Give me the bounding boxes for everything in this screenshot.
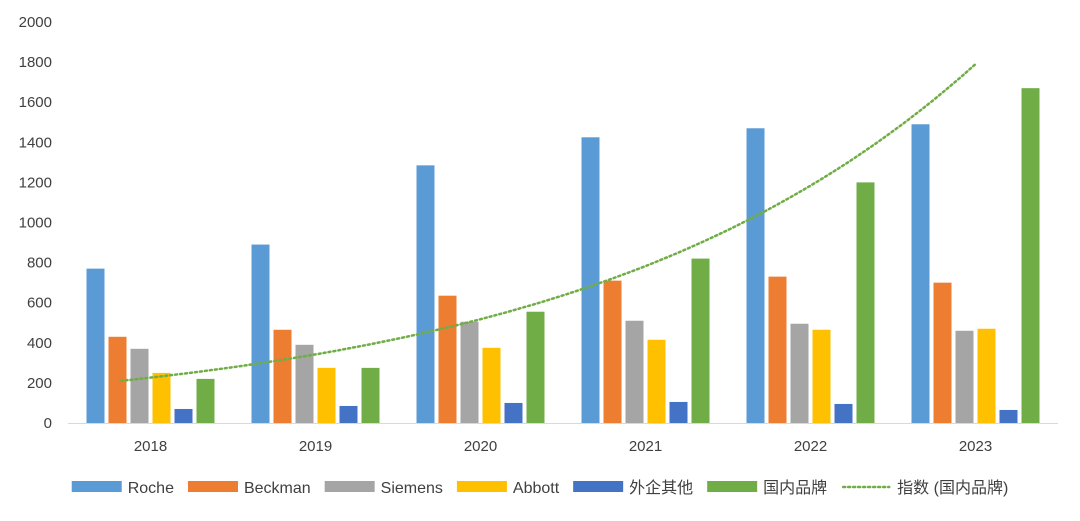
trendline xyxy=(119,62,977,383)
bar-Roche-2021 xyxy=(581,137,600,423)
bar-Beckman-2021 xyxy=(603,280,622,423)
bar-外企其他-2020 xyxy=(504,402,523,423)
x-tick-label: 2022 xyxy=(794,438,827,455)
bar-国内品牌-2020 xyxy=(526,311,545,423)
bar-Abbott-2020 xyxy=(482,347,501,423)
bar-国内品牌-2019 xyxy=(361,367,380,423)
bar-外企其他-2019 xyxy=(339,405,358,423)
bar-Abbott-2021 xyxy=(647,339,666,423)
x-tick-label: 2018 xyxy=(134,438,167,455)
bar-Roche-2022 xyxy=(746,128,765,423)
y-tick-label: 2000 xyxy=(19,14,52,31)
bars-group xyxy=(86,88,1040,424)
legend-label: Roche xyxy=(128,480,174,497)
legend-label: 国内品牌 xyxy=(763,479,827,497)
bar-Roche-2019 xyxy=(251,244,270,423)
x-axis: 2018 2019 2020 2021 2022 2023 xyxy=(68,423,1058,455)
y-tick-label: 1600 xyxy=(19,94,52,111)
y-tick-label: 200 xyxy=(27,375,52,392)
bar-Beckman-2019 xyxy=(273,329,292,423)
y-axis: 0 200 400 600 800 1000 1200 1400 1600 1800 2000 xyxy=(19,14,52,432)
y-tick-label: 800 xyxy=(27,255,52,272)
bar-国内品牌-2021 xyxy=(691,258,710,423)
x-tick-label: 2021 xyxy=(629,438,662,455)
legend-swatch-Roche xyxy=(71,481,122,492)
bar-Siemens-2021 xyxy=(625,320,644,423)
y-tick-label: 400 xyxy=(27,335,52,352)
legend-label: Abbott xyxy=(513,480,560,497)
bar-Abbott-2019 xyxy=(317,367,336,423)
bar-Siemens-2019 xyxy=(295,344,314,423)
legend: Roche Beckman Siemens Abbott 外企其他 国内品牌 指数 (国内品… xyxy=(71,479,1008,497)
bar-Beckman-2023 xyxy=(933,282,952,423)
legend-swatch-国内品牌 xyxy=(707,481,758,492)
y-tick-label: 1800 xyxy=(19,54,52,71)
bar-外企其他-2021 xyxy=(669,401,688,423)
legend-label: 指数 (国内品牌) xyxy=(897,479,1008,497)
legend-label: Beckman xyxy=(244,480,311,497)
y-tick-label: 0 xyxy=(44,415,52,432)
bar-Siemens-2022 xyxy=(790,323,809,423)
trendline-group xyxy=(119,62,977,383)
y-tick-label: 600 xyxy=(27,295,52,312)
legend-swatch-Siemens xyxy=(324,481,375,492)
bar-Abbott-2022 xyxy=(812,329,831,423)
x-tick-label: 2020 xyxy=(464,438,497,455)
bar-Abbott-2023 xyxy=(977,328,996,423)
bar-国内品牌-2018 xyxy=(196,378,215,423)
x-tick-label: 2023 xyxy=(959,438,992,455)
bar-Beckman-2018 xyxy=(108,336,127,423)
y-tick-label: 1400 xyxy=(19,134,52,151)
bar-Siemens-2020 xyxy=(460,321,479,423)
y-tick-label: 1200 xyxy=(19,174,52,191)
bar-Beckman-2022 xyxy=(768,276,787,423)
bar-国内品牌-2022 xyxy=(856,182,875,423)
x-tick-label: 2019 xyxy=(299,438,332,455)
legend-label: 外企其他 xyxy=(629,479,693,497)
bar-Siemens-2018 xyxy=(130,348,149,423)
bar-Roche-2018 xyxy=(86,268,105,423)
bar-Beckman-2020 xyxy=(438,295,457,423)
bar-国内品牌-2023 xyxy=(1021,88,1040,423)
legend-swatch-外企其他 xyxy=(573,481,624,492)
bar-外企其他-2023 xyxy=(999,409,1018,423)
bar-外企其他-2018 xyxy=(174,408,193,423)
legend-swatch-Abbott xyxy=(456,481,507,492)
bar-外企其他-2022 xyxy=(834,403,853,423)
bar-Roche-2023 xyxy=(911,124,930,423)
legend-swatch-Beckman xyxy=(187,481,238,492)
y-tick-label: 1000 xyxy=(19,215,52,232)
bar-Siemens-2023 xyxy=(955,330,974,423)
bar-Abbott-2018 xyxy=(152,372,171,423)
bar-Roche-2020 xyxy=(416,165,435,424)
legend-label: Siemens xyxy=(381,480,443,497)
